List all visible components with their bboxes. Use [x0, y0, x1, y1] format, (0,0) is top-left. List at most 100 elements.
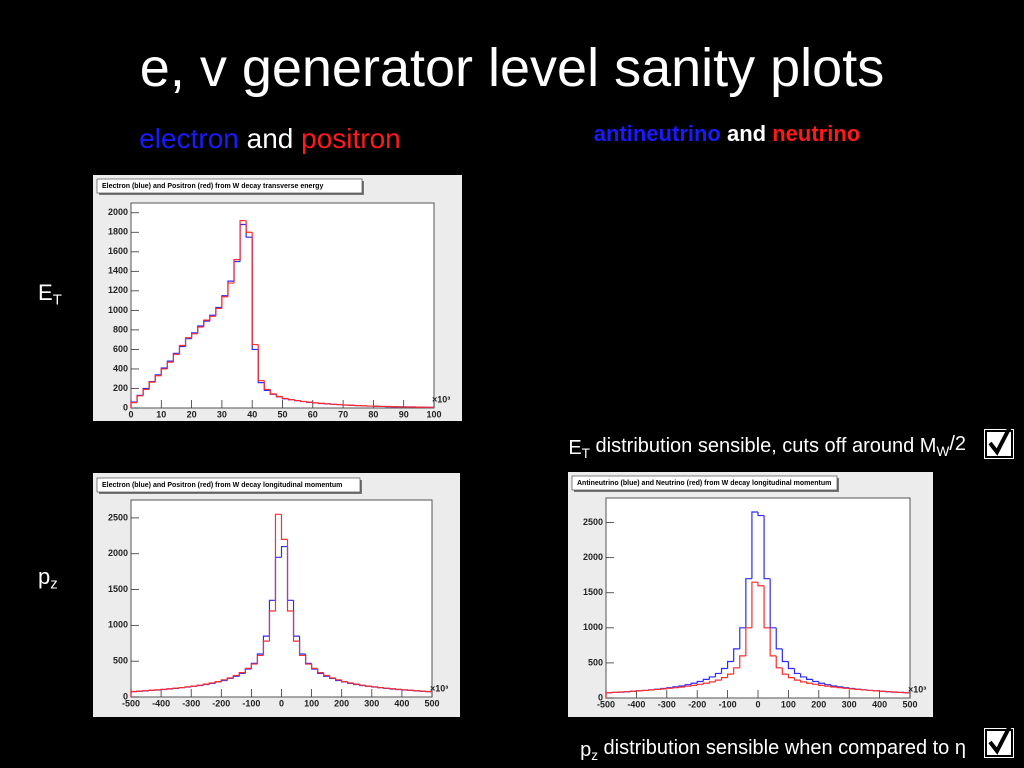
subscript: T	[582, 446, 590, 461]
y-tick-label: 0	[598, 692, 603, 702]
x-tick-label: -200	[688, 699, 706, 709]
histogram-bin	[660, 688, 667, 690]
text-segment: electron	[139, 123, 239, 154]
y-tick-label: 1500	[108, 584, 128, 594]
histogram-bin	[281, 396, 289, 400]
histogram-bin	[775, 655, 783, 669]
text-segment: E	[38, 280, 53, 305]
text-segment: positron	[301, 123, 401, 154]
histogram-bin	[763, 585, 771, 629]
y-tick-label: 800	[113, 324, 128, 334]
checkbox	[982, 424, 1016, 461]
y-tick-label: 1800	[108, 227, 128, 237]
histogram-bin	[220, 679, 228, 682]
x-tick-label: 200	[334, 698, 349, 708]
histogram-bin	[335, 678, 342, 681]
histogram-bin	[383, 687, 390, 689]
histogram-bin	[793, 668, 801, 675]
histogram-bin	[239, 219, 247, 260]
y-tick-label: 2500	[108, 512, 128, 522]
histogram-bin	[250, 663, 258, 669]
plot-area	[130, 202, 435, 409]
row-label: pz	[38, 564, 58, 592]
y-tick-label: 2000	[583, 552, 603, 562]
x-tick-label: -400	[152, 698, 170, 708]
histogram-bin	[714, 679, 722, 682]
series	[130, 513, 432, 697]
histogram-bin	[720, 677, 728, 681]
histogram-bin	[702, 678, 710, 682]
series	[605, 581, 910, 698]
y-tick-label: 1000	[108, 305, 128, 315]
histogram-bin	[215, 307, 222, 317]
histogram-bin	[799, 680, 807, 683]
text-segment: E	[568, 437, 581, 459]
histogram-bin	[745, 627, 752, 656]
y-tick-label: 2000	[108, 207, 128, 217]
x-tick-label: 500	[902, 699, 917, 709]
histogram-bin	[751, 581, 758, 628]
histogram-bin	[830, 686, 838, 688]
histogram-bin	[209, 315, 216, 321]
x-multiplier: ×10³	[432, 394, 450, 404]
histogram-bin	[666, 687, 673, 689]
histogram-bin	[751, 511, 758, 579]
histogram-bin	[294, 399, 301, 402]
histogram-bin	[172, 687, 180, 689]
checkbox	[982, 723, 1016, 760]
text-segment: /2	[949, 433, 966, 455]
histogram-bin	[842, 687, 850, 689]
x-tick-label: -300	[658, 699, 676, 709]
histogram-bin	[226, 677, 234, 680]
x-tick-label: 100	[426, 409, 441, 419]
histogram-bin	[227, 282, 235, 297]
histogram-bin	[160, 688, 168, 690]
histogram-bin	[678, 686, 686, 688]
histogram-bin	[178, 344, 186, 355]
histogram-bin	[208, 682, 216, 685]
histogram-bin	[221, 296, 228, 309]
histogram-bin	[371, 686, 378, 688]
histogram-bin	[275, 393, 283, 398]
histogram-bin	[818, 684, 825, 686]
histogram-bin	[757, 512, 765, 517]
histogram-bin	[245, 220, 253, 233]
histogram-bin	[781, 648, 789, 663]
y-tick-label: 1400	[108, 266, 128, 276]
plot-area	[605, 497, 911, 699]
histogram-bin	[318, 402, 325, 405]
x-tick-label: -100	[719, 699, 737, 709]
histogram-bin	[781, 667, 789, 675]
histogram-bin	[775, 627, 783, 650]
x-tick-label: 300	[842, 699, 857, 709]
slide-title: e, v generator level sanity plots	[140, 38, 884, 98]
histogram-bin	[389, 688, 396, 690]
x-tick-label: -100	[242, 698, 260, 708]
histogram-bin	[263, 380, 271, 391]
histogram-bin	[329, 675, 336, 679]
text-segment: p	[38, 564, 50, 589]
y-tick-label: 1000	[583, 622, 603, 632]
histogram-bin	[190, 685, 198, 687]
histogram-bin	[769, 627, 777, 657]
histogram-bin	[714, 672, 722, 677]
histogram-bin	[130, 402, 138, 408]
histogram-bin	[787, 661, 795, 670]
x-multiplier: ×10³	[430, 683, 448, 693]
note: ET distribution sensible, cuts off aroun…	[568, 433, 966, 461]
histogram-bin	[154, 375, 162, 383]
histogram-bin	[684, 684, 692, 686]
histogram-bin	[739, 627, 746, 649]
x-tick-label: 100	[304, 698, 319, 708]
x-tick-label: 0	[755, 699, 760, 709]
histogram-panel: Electron (blue) and Positron (red) from …	[93, 175, 462, 421]
histogram-bin	[353, 683, 360, 685]
histogram-bin	[280, 514, 288, 540]
histogram-bin	[184, 686, 192, 688]
histogram-bin	[306, 401, 313, 403]
histogram-bin	[739, 655, 746, 668]
histogram-bin	[256, 654, 264, 665]
text-segment: distribution sensible when compared to η	[598, 737, 966, 759]
histogram-bin	[395, 688, 402, 690]
x-tick-label: 40	[247, 409, 257, 419]
